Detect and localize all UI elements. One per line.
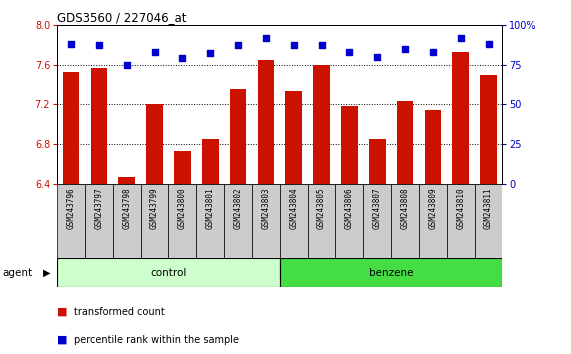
Bar xyxy=(224,184,252,258)
Point xyxy=(150,49,159,55)
Bar xyxy=(447,184,475,258)
Point xyxy=(317,42,326,48)
Bar xyxy=(63,72,79,354)
Bar xyxy=(202,139,219,354)
Text: GSM243802: GSM243802 xyxy=(234,188,243,229)
Text: GDS3560 / 227046_at: GDS3560 / 227046_at xyxy=(57,11,187,24)
Text: GSM243801: GSM243801 xyxy=(206,188,215,229)
Bar xyxy=(230,90,247,354)
Text: GSM243806: GSM243806 xyxy=(345,188,354,229)
Bar xyxy=(363,184,391,258)
Bar xyxy=(391,184,419,258)
Bar xyxy=(425,110,441,354)
Bar xyxy=(286,91,302,354)
Text: ▶: ▶ xyxy=(43,268,50,278)
Bar xyxy=(168,184,196,258)
Bar xyxy=(146,104,163,354)
Text: GSM243799: GSM243799 xyxy=(150,188,159,229)
Point xyxy=(400,46,409,51)
Text: transformed count: transformed count xyxy=(74,307,165,316)
Bar xyxy=(85,184,113,258)
Text: GSM243804: GSM243804 xyxy=(289,188,298,229)
Bar xyxy=(475,184,502,258)
Text: percentile rank within the sample: percentile rank within the sample xyxy=(74,335,239,345)
Point xyxy=(262,35,271,40)
Bar xyxy=(341,107,357,354)
Text: GSM243810: GSM243810 xyxy=(456,188,465,229)
Text: control: control xyxy=(150,268,187,278)
Bar xyxy=(280,258,502,287)
Text: agent: agent xyxy=(3,268,33,278)
Text: GSM243803: GSM243803 xyxy=(262,188,271,229)
Bar xyxy=(419,184,447,258)
Point xyxy=(66,41,75,47)
Point xyxy=(484,41,493,47)
Text: GSM243807: GSM243807 xyxy=(373,188,382,229)
Text: GSM243805: GSM243805 xyxy=(317,188,326,229)
Bar xyxy=(174,151,191,354)
Bar xyxy=(452,52,469,354)
Bar xyxy=(369,139,385,354)
Text: ■: ■ xyxy=(57,335,67,345)
Text: GSM243797: GSM243797 xyxy=(94,188,103,229)
Point xyxy=(373,54,382,59)
Text: GSM243798: GSM243798 xyxy=(122,188,131,229)
Point xyxy=(345,49,354,55)
Text: GSM243809: GSM243809 xyxy=(428,188,437,229)
Point xyxy=(122,62,131,67)
Bar xyxy=(258,59,274,354)
Bar xyxy=(280,184,308,258)
Bar xyxy=(90,68,107,354)
Text: GSM243800: GSM243800 xyxy=(178,188,187,229)
Bar xyxy=(335,184,363,258)
Bar xyxy=(397,102,413,354)
Point xyxy=(456,35,465,40)
Point xyxy=(289,42,298,48)
Text: GSM243796: GSM243796 xyxy=(66,188,75,229)
Point xyxy=(206,51,215,56)
Bar xyxy=(196,184,224,258)
Text: benzene: benzene xyxy=(369,268,413,278)
Bar xyxy=(57,258,280,287)
Bar xyxy=(480,75,497,354)
Point xyxy=(178,55,187,61)
Point xyxy=(94,42,103,48)
Bar xyxy=(252,184,280,258)
Text: GSM243811: GSM243811 xyxy=(484,188,493,229)
Bar xyxy=(112,184,140,258)
Bar xyxy=(57,184,85,258)
Point xyxy=(234,42,243,48)
Point xyxy=(428,49,437,55)
Text: GSM243808: GSM243808 xyxy=(400,188,409,229)
Bar xyxy=(313,65,330,354)
Bar xyxy=(140,184,168,258)
Bar xyxy=(308,184,336,258)
Bar xyxy=(118,177,135,354)
Text: ■: ■ xyxy=(57,307,67,316)
